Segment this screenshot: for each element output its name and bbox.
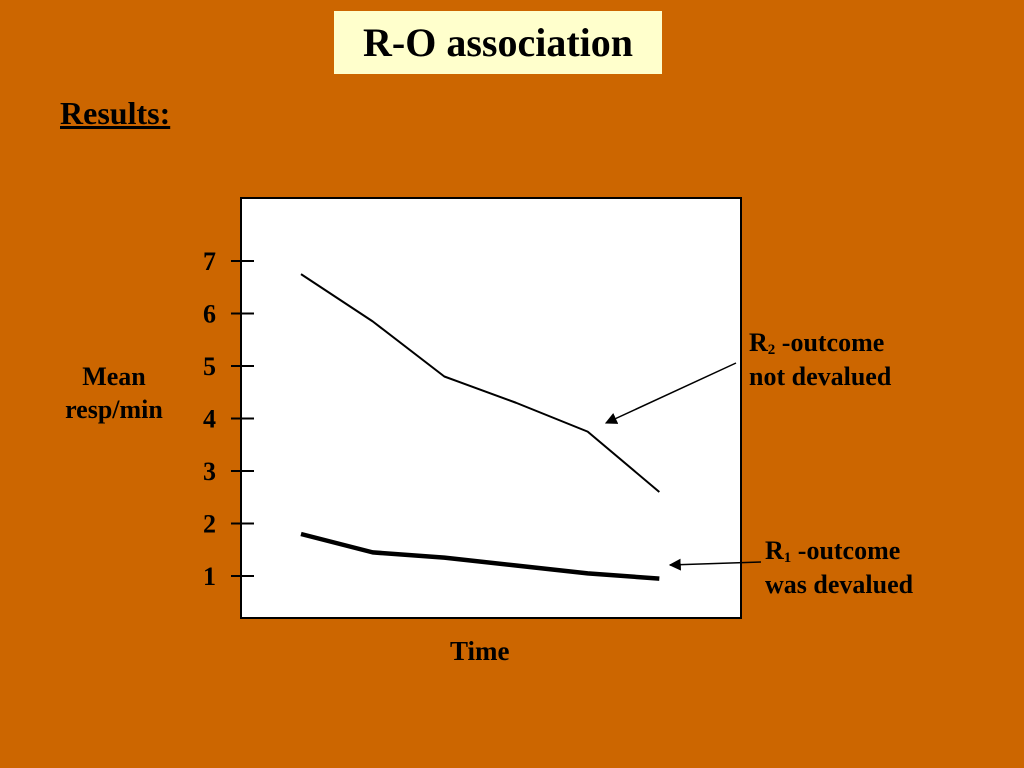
r1-annotation-line-1: R1 -outcome	[765, 534, 913, 568]
r1-arrow	[668, 558, 762, 571]
y-tick-label-6: 6	[203, 300, 216, 329]
results-heading: Results:	[60, 95, 171, 131]
y-axis: 1 2 3 4 5 6 7	[203, 247, 254, 591]
r2-subscript: 2	[767, 342, 776, 358]
slide-title: R-O association	[334, 11, 662, 74]
y-axis-label: Mean resp/min	[52, 360, 176, 426]
r1-outcome-text: -outcome	[791, 536, 901, 565]
r2-annotation: R2 -outcome not devalued	[749, 326, 891, 394]
series-layer	[300, 273, 660, 581]
r2-annotation-line-2: not devalued	[749, 362, 892, 391]
r1-subscript: 1	[783, 550, 792, 566]
series-line-r2	[300, 273, 660, 493]
r1-annotation-line-2: was devalued	[765, 570, 914, 599]
plot-area	[240, 197, 742, 619]
y-tick-label-5: 5	[203, 352, 216, 381]
r2-outcome-text: -outcome	[775, 328, 885, 357]
y-tick-label-7: 7	[203, 247, 216, 276]
y-tick-label-2: 2	[203, 510, 216, 539]
y-tick-label-4: 4	[203, 405, 216, 434]
r2-annotation-line-1: R2 -outcome	[749, 326, 891, 360]
series-line-r1	[300, 531, 660, 581]
y-axis-label-line-1: Mean	[82, 362, 146, 391]
r2-arrow	[604, 362, 737, 424]
r2-letter: R	[749, 328, 768, 357]
r1-letter: R	[765, 536, 784, 565]
y-tick-label-3: 3	[203, 457, 216, 486]
y-tick-label-1: 1	[203, 562, 216, 591]
y-axis-label-line-2: resp/min	[65, 395, 163, 424]
x-axis-label: Time	[450, 636, 510, 666]
r1-annotation: R1 -outcome was devalued	[765, 534, 913, 602]
